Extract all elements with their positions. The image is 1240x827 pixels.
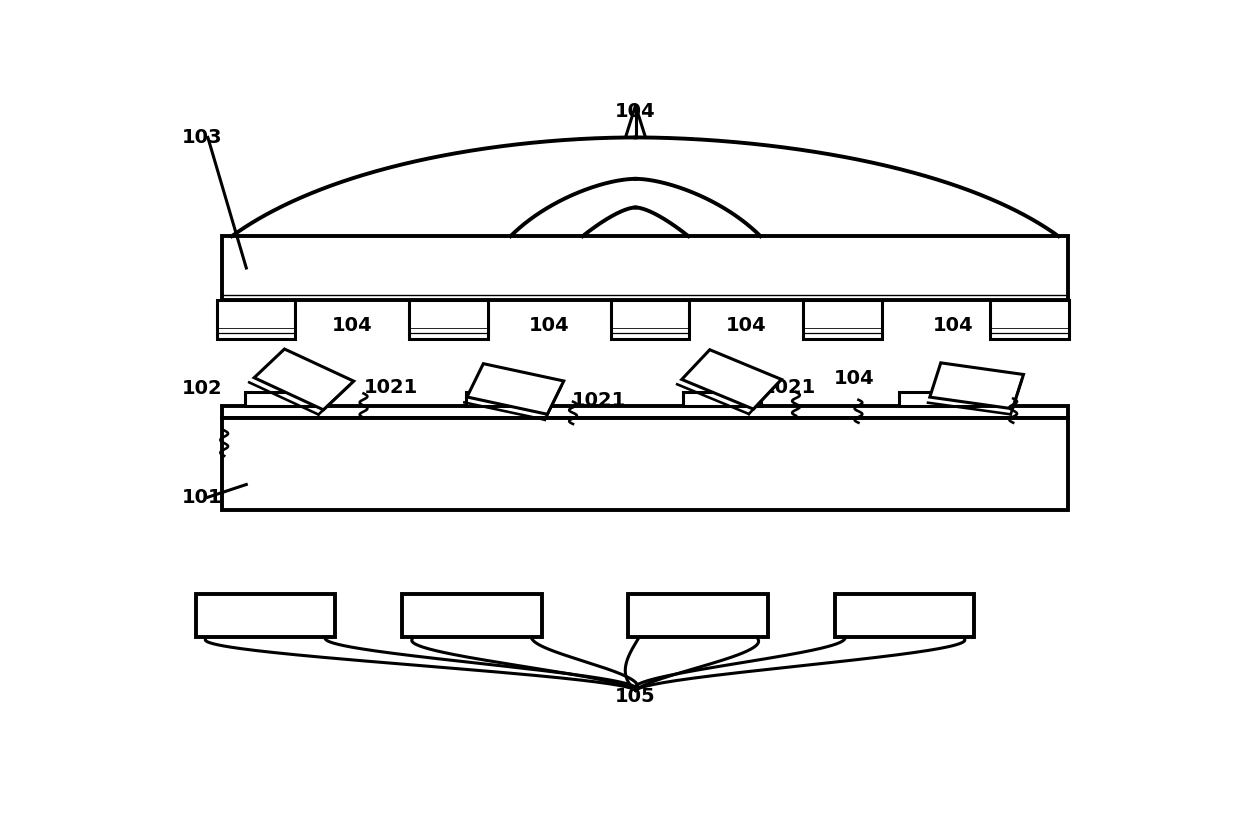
Bar bbox=[899, 392, 977, 406]
Text: 104: 104 bbox=[528, 316, 569, 335]
Text: 105: 105 bbox=[615, 687, 656, 706]
Bar bbox=[629, 594, 768, 638]
Bar bbox=[835, 594, 975, 638]
Bar bbox=[196, 594, 335, 638]
Text: 1021: 1021 bbox=[763, 378, 816, 397]
Bar bbox=[409, 300, 487, 339]
Polygon shape bbox=[682, 350, 781, 409]
Text: 104: 104 bbox=[932, 316, 973, 335]
Polygon shape bbox=[467, 364, 564, 414]
Bar bbox=[802, 300, 882, 339]
Bar bbox=[466, 392, 546, 406]
Bar bbox=[682, 392, 761, 406]
Bar bbox=[217, 300, 295, 339]
Bar bbox=[403, 594, 542, 638]
Bar bbox=[246, 392, 324, 406]
Text: 1021: 1021 bbox=[363, 378, 418, 397]
Text: 104: 104 bbox=[331, 316, 372, 335]
Text: 102: 102 bbox=[182, 380, 222, 399]
Text: 104: 104 bbox=[615, 103, 656, 122]
Text: 1021: 1021 bbox=[572, 391, 626, 410]
Bar bbox=[990, 300, 1069, 339]
Text: 103: 103 bbox=[182, 128, 222, 147]
Text: 104: 104 bbox=[835, 369, 875, 388]
Polygon shape bbox=[254, 349, 353, 410]
Polygon shape bbox=[930, 363, 1023, 409]
Bar bbox=[222, 406, 1068, 418]
Bar bbox=[610, 300, 689, 339]
Text: 101: 101 bbox=[182, 488, 222, 507]
Bar bbox=[222, 418, 1068, 510]
Bar bbox=[222, 237, 1068, 300]
Text: 104: 104 bbox=[725, 316, 766, 335]
